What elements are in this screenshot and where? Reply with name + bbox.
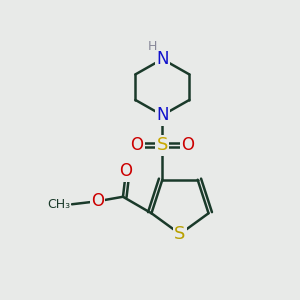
Text: S: S (157, 136, 168, 154)
Text: S: S (174, 225, 186, 243)
Text: O: O (119, 162, 133, 180)
Text: O: O (130, 136, 143, 154)
Text: N: N (156, 106, 169, 124)
Text: CH₃: CH₃ (47, 198, 70, 211)
Text: O: O (182, 136, 194, 154)
Text: N: N (156, 50, 169, 68)
Text: O: O (91, 192, 104, 210)
Text: H: H (148, 40, 158, 53)
